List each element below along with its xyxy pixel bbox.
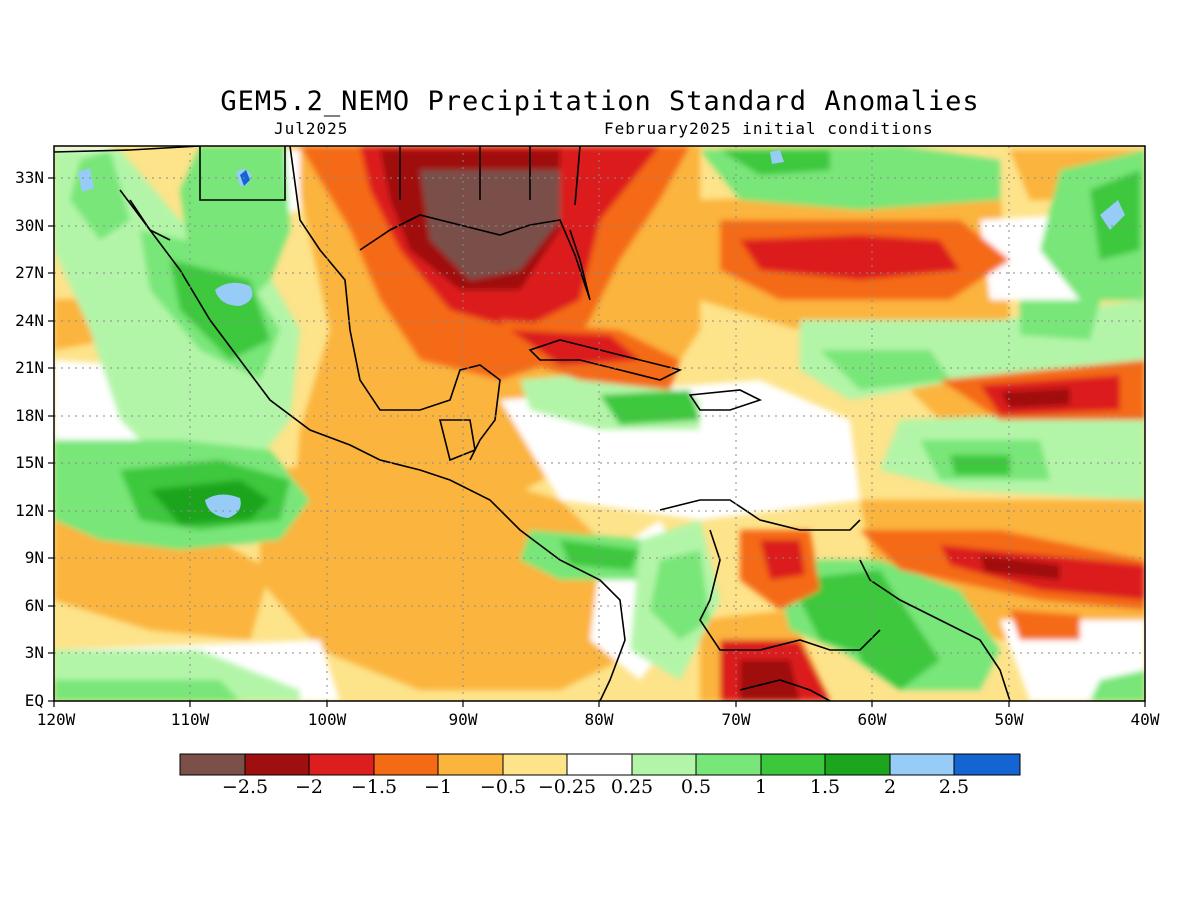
colorbar-swatch — [760, 753, 826, 776]
lat-label: 9N — [24, 548, 44, 567]
colorbar-swatch — [695, 753, 762, 776]
colorbar-swatch — [824, 753, 891, 776]
lon-label: 110W — [170, 710, 210, 729]
lat-label: 3N — [24, 643, 44, 662]
graticule — [54, 146, 1145, 701]
colorbar-label: 2.5 — [938, 776, 970, 798]
lon-label: 40W — [1130, 710, 1160, 729]
map-title: GEM5.2_NEMO Precipitation Standard Anoma… — [220, 86, 980, 117]
axis-ticks — [48, 177, 1146, 707]
colorbar-swatch — [244, 753, 310, 776]
colorbar-label: −0.25 — [537, 776, 597, 798]
valid-month-label: Jul2025 — [274, 119, 349, 138]
lon-label: 50W — [994, 710, 1024, 729]
lat-label: 21N — [15, 358, 44, 377]
colorbar-label: 2 — [883, 776, 897, 798]
lon-label: 100W — [307, 710, 347, 729]
colorbar-swatch — [631, 753, 697, 776]
lat-label: 27N — [15, 263, 44, 282]
anomaly-field — [54, 146, 1145, 701]
colorbar-label: 0.25 — [610, 776, 654, 798]
colorbar-swatch — [179, 753, 246, 776]
colorbar-swatch — [566, 753, 633, 776]
lat-label: 12N — [15, 501, 44, 520]
lat-label: EQ — [24, 691, 44, 710]
colorbar-label: −2 — [294, 776, 324, 798]
colorbar-label: −2.5 — [221, 776, 269, 798]
colorbar-swatch — [502, 753, 568, 776]
colorbar-label: 1.5 — [809, 776, 841, 798]
colorbar-swatch — [437, 753, 504, 776]
lat-label: 30N — [15, 216, 44, 235]
colorbar — [179, 753, 1021, 776]
colorbar-swatch — [889, 753, 955, 776]
coastlines — [54, 146, 1011, 701]
colorbar-label: −0.5 — [479, 776, 527, 798]
initial-conditions-label: February2025 initial conditions — [604, 119, 934, 138]
colorbar-label: 1 — [754, 776, 768, 798]
lat-label: 24N — [15, 311, 44, 330]
colorbar-swatch — [373, 753, 439, 776]
lon-label: 80W — [584, 710, 614, 729]
colorbar-label: 0.5 — [680, 776, 712, 798]
lat-label: 33N — [15, 168, 44, 187]
colorbar-swatch — [953, 753, 1021, 776]
lon-label: 90W — [448, 710, 478, 729]
lon-label: 70W — [721, 710, 751, 729]
lat-label: 18N — [15, 406, 44, 425]
lon-label: 60W — [857, 710, 887, 729]
lon-label: 120W — [36, 710, 76, 729]
colorbar-label: −1 — [423, 776, 453, 798]
colorbar-swatch — [308, 753, 375, 776]
colorbar-label: −1.5 — [350, 776, 398, 798]
lat-label: 6N — [24, 596, 44, 615]
lat-label: 15N — [15, 453, 44, 472]
